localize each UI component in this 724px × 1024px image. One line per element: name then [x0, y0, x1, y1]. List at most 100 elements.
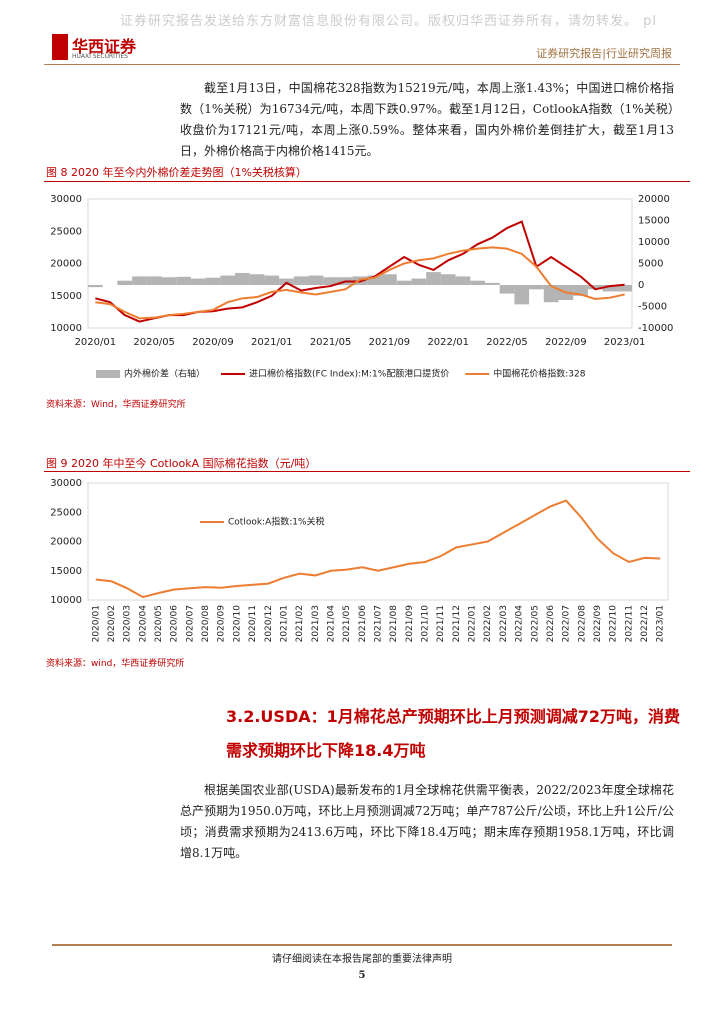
x-tick-label: 2020/04: [138, 605, 148, 643]
x-tick-label: 2021/12: [452, 605, 462, 642]
figure-rule: [44, 181, 690, 182]
x-tick-label: 2022/01: [468, 605, 478, 642]
x-tick-label: 2021/05: [310, 337, 352, 348]
bar: [190, 278, 206, 285]
x-tick-label: 2020/03: [123, 605, 133, 642]
y-tick-label: 15000: [50, 566, 82, 577]
y-tick-label: 20000: [50, 537, 82, 548]
bar: [132, 276, 147, 285]
x-tick-label: 2020/10: [232, 605, 242, 643]
bar: [205, 277, 221, 285]
y-tick-label: 30000: [50, 478, 82, 489]
bar: [499, 285, 515, 294]
x-tick-label: 2021/08: [389, 605, 399, 643]
x-tick-label: 2023/01: [604, 337, 646, 348]
bar: [411, 278, 427, 285]
bar: [146, 276, 162, 285]
y2-tick-label: 5000: [638, 259, 663, 270]
x-tick-label: 2022/12: [640, 605, 650, 642]
y-tick-label: 25000: [50, 226, 82, 237]
line: [95, 499, 661, 599]
x-tick-label: 2021/06: [358, 605, 368, 643]
x-tick-label: 2022/11: [624, 605, 634, 642]
x-tick-label: 2022/07: [562, 605, 572, 642]
x-tick-label: 2020/06: [170, 605, 180, 643]
x-tick-label: 2022/05: [530, 605, 540, 642]
bar: [455, 276, 471, 285]
y-tick-label: 25000: [50, 507, 82, 518]
y2-tick-label: 0: [638, 280, 644, 291]
x-tick-label: 2021/01: [251, 337, 293, 348]
x-tick-label: 2022/03: [499, 605, 509, 642]
line: [95, 246, 625, 320]
x-tick-label: 2021/10: [421, 605, 431, 643]
x-tick-label: 2021/01: [279, 605, 289, 642]
bar: [573, 285, 588, 296]
plot-frame: [87, 198, 633, 329]
footer-rule: [52, 944, 672, 946]
y2-tick-label: 15000: [638, 216, 670, 227]
bar: [249, 274, 265, 285]
page-number: 5: [358, 970, 366, 981]
bar: [602, 285, 618, 292]
legend-swatch: [96, 370, 120, 378]
bar: [88, 285, 103, 288]
y-tick-label: 20000: [50, 259, 82, 270]
x-tick-label: 2020/11: [248, 605, 258, 642]
bar: [514, 285, 530, 305]
bar: [396, 280, 412, 285]
bar: [529, 285, 544, 290]
x-tick-label: 2020/05: [154, 605, 164, 642]
x-tick-label: 2022/06: [546, 605, 556, 643]
bar: [484, 282, 500, 285]
bar: [426, 272, 441, 285]
footer-notice: 请仔细阅读在本报告尾部的重要法律声明: [272, 954, 452, 965]
bar: [308, 275, 324, 285]
x-tick-label: 2021/02: [295, 605, 305, 642]
x-tick-label: 2022/02: [483, 605, 493, 642]
y-tick-label: 10000: [50, 595, 82, 606]
x-tick-label: 2021/04: [326, 605, 336, 643]
legend-label: Cotlook:A指数:1%关税: [228, 516, 325, 528]
x-tick-label: 2020/08: [201, 605, 211, 643]
x-tick-label: 2020/09: [192, 337, 234, 348]
x-tick-label: 2022/08: [577, 605, 587, 643]
bar: [264, 275, 280, 285]
y2-tick-label: 10000: [638, 237, 670, 248]
x-tick-label: 2020/05: [133, 337, 175, 348]
bar: [440, 274, 456, 285]
paragraph: 根据美国农业部(USDA)最新发布的1月全球棉花供需平衡表，2022/2023年…: [180, 783, 674, 860]
figure-title: 图 9 2020 年中至今 CotlookA 国际棉花指数（元/吨）: [46, 457, 317, 470]
y-tick-label: 15000: [50, 291, 82, 302]
bar: [367, 275, 383, 285]
figure-rule: [44, 471, 690, 472]
bar: [293, 276, 309, 285]
x-tick-label: 2022/09: [593, 605, 603, 643]
bar: [161, 277, 177, 285]
x-tick-label: 2022/10: [609, 605, 619, 643]
x-tick-label: 2021/05: [342, 605, 352, 642]
plot-frame: [87, 482, 669, 601]
x-tick-label: 2023/01: [656, 605, 666, 642]
x-tick-label: 2021/07: [374, 605, 384, 642]
bar: [470, 280, 485, 285]
logo-mark: [52, 34, 68, 60]
x-tick-label: 2022/09: [545, 337, 587, 348]
header-rule: [44, 64, 680, 65]
y2-tick-label: -5000: [638, 302, 667, 313]
x-tick-label: 2020/01: [75, 337, 117, 348]
bar: [117, 280, 133, 285]
bar: [617, 285, 632, 292]
watermark: 证券研究报告发送给东方财富信息股份有限公司。版权归华西证券所有，请勿转发。 pl: [120, 14, 657, 29]
legend-label: 进口棉价格指数(FC Index):M:1%配额港口提货价: [249, 368, 449, 380]
bar: [176, 276, 191, 285]
x-tick-label: 2020/09: [217, 605, 227, 643]
x-tick-label: 2021/09: [405, 605, 415, 643]
legend-label: 内外棉价差（右轴）: [124, 368, 205, 380]
x-tick-label: 2022/05: [486, 337, 528, 348]
bar: [323, 277, 338, 285]
figure-source: 资料来源：Wind，华西证券研究所: [46, 400, 186, 410]
y2-tick-label: -10000: [638, 323, 673, 334]
